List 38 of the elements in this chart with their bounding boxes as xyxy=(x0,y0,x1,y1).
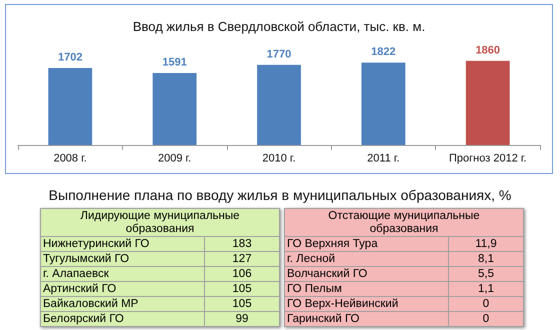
data-label: 1702 xyxy=(58,52,82,64)
x-tick-label: 2008 г. xyxy=(54,152,87,164)
category-label: Волчанский ГО xyxy=(284,266,448,282)
data-label: 99 xyxy=(204,312,280,326)
data-label: 183 xyxy=(204,236,280,252)
text: Отстающие муниципальные образования xyxy=(327,210,481,236)
data-label: 127 xyxy=(204,252,280,266)
data-label: 1,1 xyxy=(448,282,524,296)
text: Лидирующие муниципальные образования xyxy=(79,210,241,236)
category-label: Гаринский ГО xyxy=(284,312,448,326)
category-label: Белоярский ГО xyxy=(40,312,204,326)
data-label: 1591 xyxy=(162,56,187,69)
category-label: Артинский ГО xyxy=(40,282,204,296)
data-label: 106 xyxy=(204,266,280,282)
data-label: 105 xyxy=(204,282,280,296)
x-tick-label: 2010 г. xyxy=(262,152,296,164)
data-label: 1822 xyxy=(371,46,396,58)
data-label: 0 xyxy=(448,296,524,312)
category-label: г. Лесной xyxy=(284,252,448,266)
category-label: Тугулымский ГО xyxy=(40,252,204,266)
category-label: Байкаловский МР xyxy=(40,296,204,312)
category-label: ГО Пелым xyxy=(284,282,448,296)
data-label: 0 xyxy=(448,312,524,326)
category-label: г. Алапаевск xyxy=(40,266,204,282)
data-label: 5,5 xyxy=(448,266,524,282)
category-label: ГО Верхняя Тура xyxy=(284,236,448,252)
data-label: 11,9 xyxy=(448,236,524,252)
category-label: ГО Верх-Нейвинский xyxy=(284,296,448,312)
data-label: 1860 xyxy=(476,44,500,56)
data-label: 8,1 xyxy=(448,252,524,266)
x-tick-label: Прогноз 2012 г. xyxy=(449,152,527,164)
category-label: Нижнетуринский ГО xyxy=(40,236,204,252)
text: Выполнение плана по вводу жилья в муниципальных образованиях, % xyxy=(48,187,512,203)
x-tick-label: 2009 г. xyxy=(158,152,192,164)
data-label: 105 xyxy=(204,296,280,312)
data-label: 1770 xyxy=(266,48,292,60)
chart-title: Ввод жилья в Свердловской области, тыс. кв. м. xyxy=(132,19,426,34)
x-tick-label: 2011 г. xyxy=(367,152,400,164)
